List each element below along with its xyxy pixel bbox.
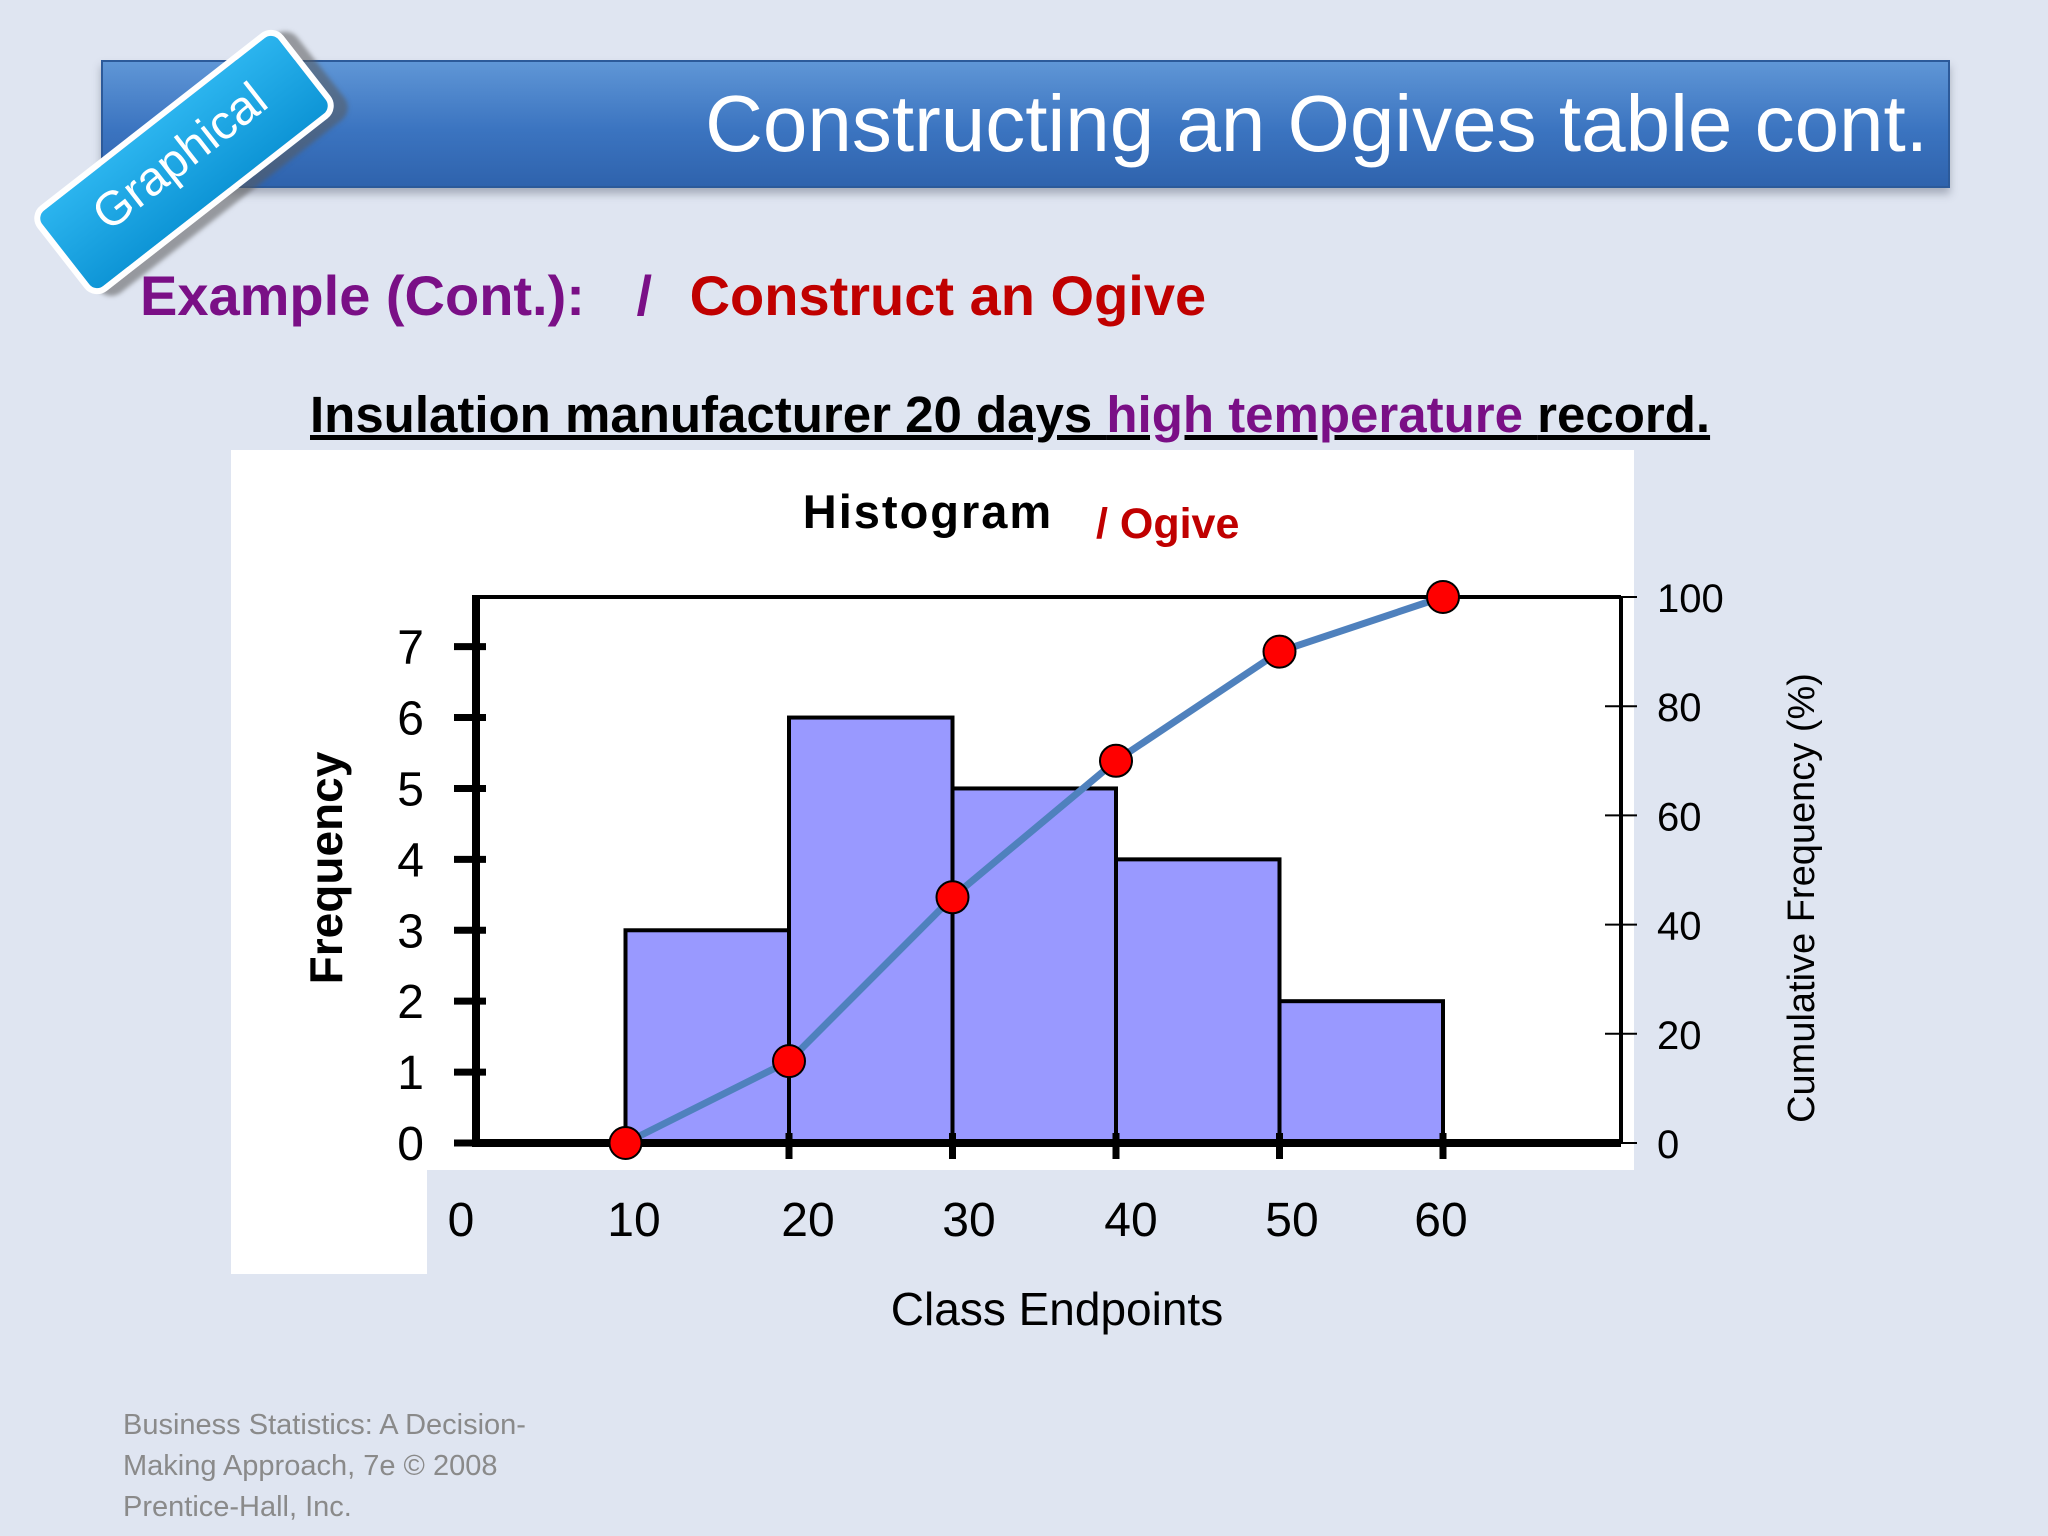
x-tick-label-10: 10 <box>607 1194 660 1247</box>
x-axis-label: Class Endpoints <box>891 1283 1223 1335</box>
y-tick-label-7: 7 <box>397 622 424 675</box>
ogive-point-20 <box>772 1044 806 1079</box>
y2-tick-label-20: 20 <box>1657 1014 1702 1058</box>
chart-title: Histogram <box>803 485 1053 538</box>
x-tick-label-30: 30 <box>942 1194 995 1247</box>
labels-layer: 0 1 2 3 4 5 6 7 0 20 40 60 80 100 0 10 20 30 40 50 60 <box>397 577 1723 1247</box>
y-tick-label-5: 5 <box>397 763 424 816</box>
x-tick-label-50: 50 <box>1265 1194 1318 1247</box>
bars-layer <box>623 715 1445 1146</box>
y-tick-label-2: 2 <box>397 976 424 1029</box>
y-tick-label-4: 4 <box>397 834 424 887</box>
histogram-bar-3 <box>950 786 1118 1145</box>
ogive-line <box>623 593 1445 1147</box>
y2-tick-label-60: 60 <box>1657 795 1702 839</box>
example-label: Example (Cont.): <box>140 264 585 327</box>
ogive-point-30 <box>935 880 970 915</box>
ogive-point-60 <box>1426 580 1460 614</box>
y-tick-label-1: 1 <box>397 1047 424 1100</box>
footer-citation: Business Statistics: A Decision- Making … <box>123 1405 526 1528</box>
example-task: Construct an Ogive <box>689 264 1207 327</box>
y2-axis-label: Cumulative Frequency (%) <box>1781 673 1823 1123</box>
subtitle-part2: high temperature <box>1106 386 1538 443</box>
x-tick-label-20: 20 <box>781 1194 834 1247</box>
example-separator: / <box>636 264 653 327</box>
ogive-point-40 <box>1099 743 1133 778</box>
subtitle-part1: Insulation manufacturer 20 days <box>310 386 1107 443</box>
histogram-bar-5 <box>1277 999 1445 1145</box>
page-title: Constructing an Ogives table cont. <box>705 79 1928 168</box>
footer-line-1: Business Statistics: A Decision- <box>123 1409 526 1441</box>
ogive-point-50 <box>1262 634 1297 669</box>
x-tick-label-60: 60 <box>1414 1194 1467 1247</box>
y2-tick-label-80: 80 <box>1657 686 1702 730</box>
title-bar: Constructing an Ogives table cont. <box>101 60 1950 188</box>
y-axis-label: Frequency <box>300 751 352 984</box>
ogive-line-layer <box>608 580 1460 1160</box>
histogram-bar-4 <box>1114 857 1282 1145</box>
y2-tick-label-40: 40 <box>1657 905 1702 949</box>
chart-title-suffix: / Ogive <box>1096 500 1239 548</box>
y2-tick-label-100: 100 <box>1657 577 1724 621</box>
histogram-bar-1 <box>623 928 791 1145</box>
footer-line-3: Prentice-Hall, Inc. <box>123 1491 352 1523</box>
chart-subtitle: Insulation manufacturer 20 days high tem… <box>310 380 1710 450</box>
x-tick-label-0: 0 <box>448 1194 475 1247</box>
histogram-bar-2 <box>787 715 955 1146</box>
y-tick-label-6: 6 <box>397 693 424 746</box>
y2-tick-label-0: 0 <box>1657 1123 1679 1167</box>
chart-background-extension <box>231 1170 427 1274</box>
x-tick-label-40: 40 <box>1104 1194 1157 1247</box>
subtitle-part3: record. <box>1537 386 1711 443</box>
y-tick-label-3: 3 <box>397 905 424 958</box>
footer-line-2: Making Approach, 7e © 2008 <box>123 1450 498 1482</box>
ogive-point-10 <box>608 1126 643 1160</box>
y-tick-label-0: 0 <box>397 1118 424 1171</box>
example-heading: Example (Cont.): / Construct an Ogive <box>140 256 1206 336</box>
